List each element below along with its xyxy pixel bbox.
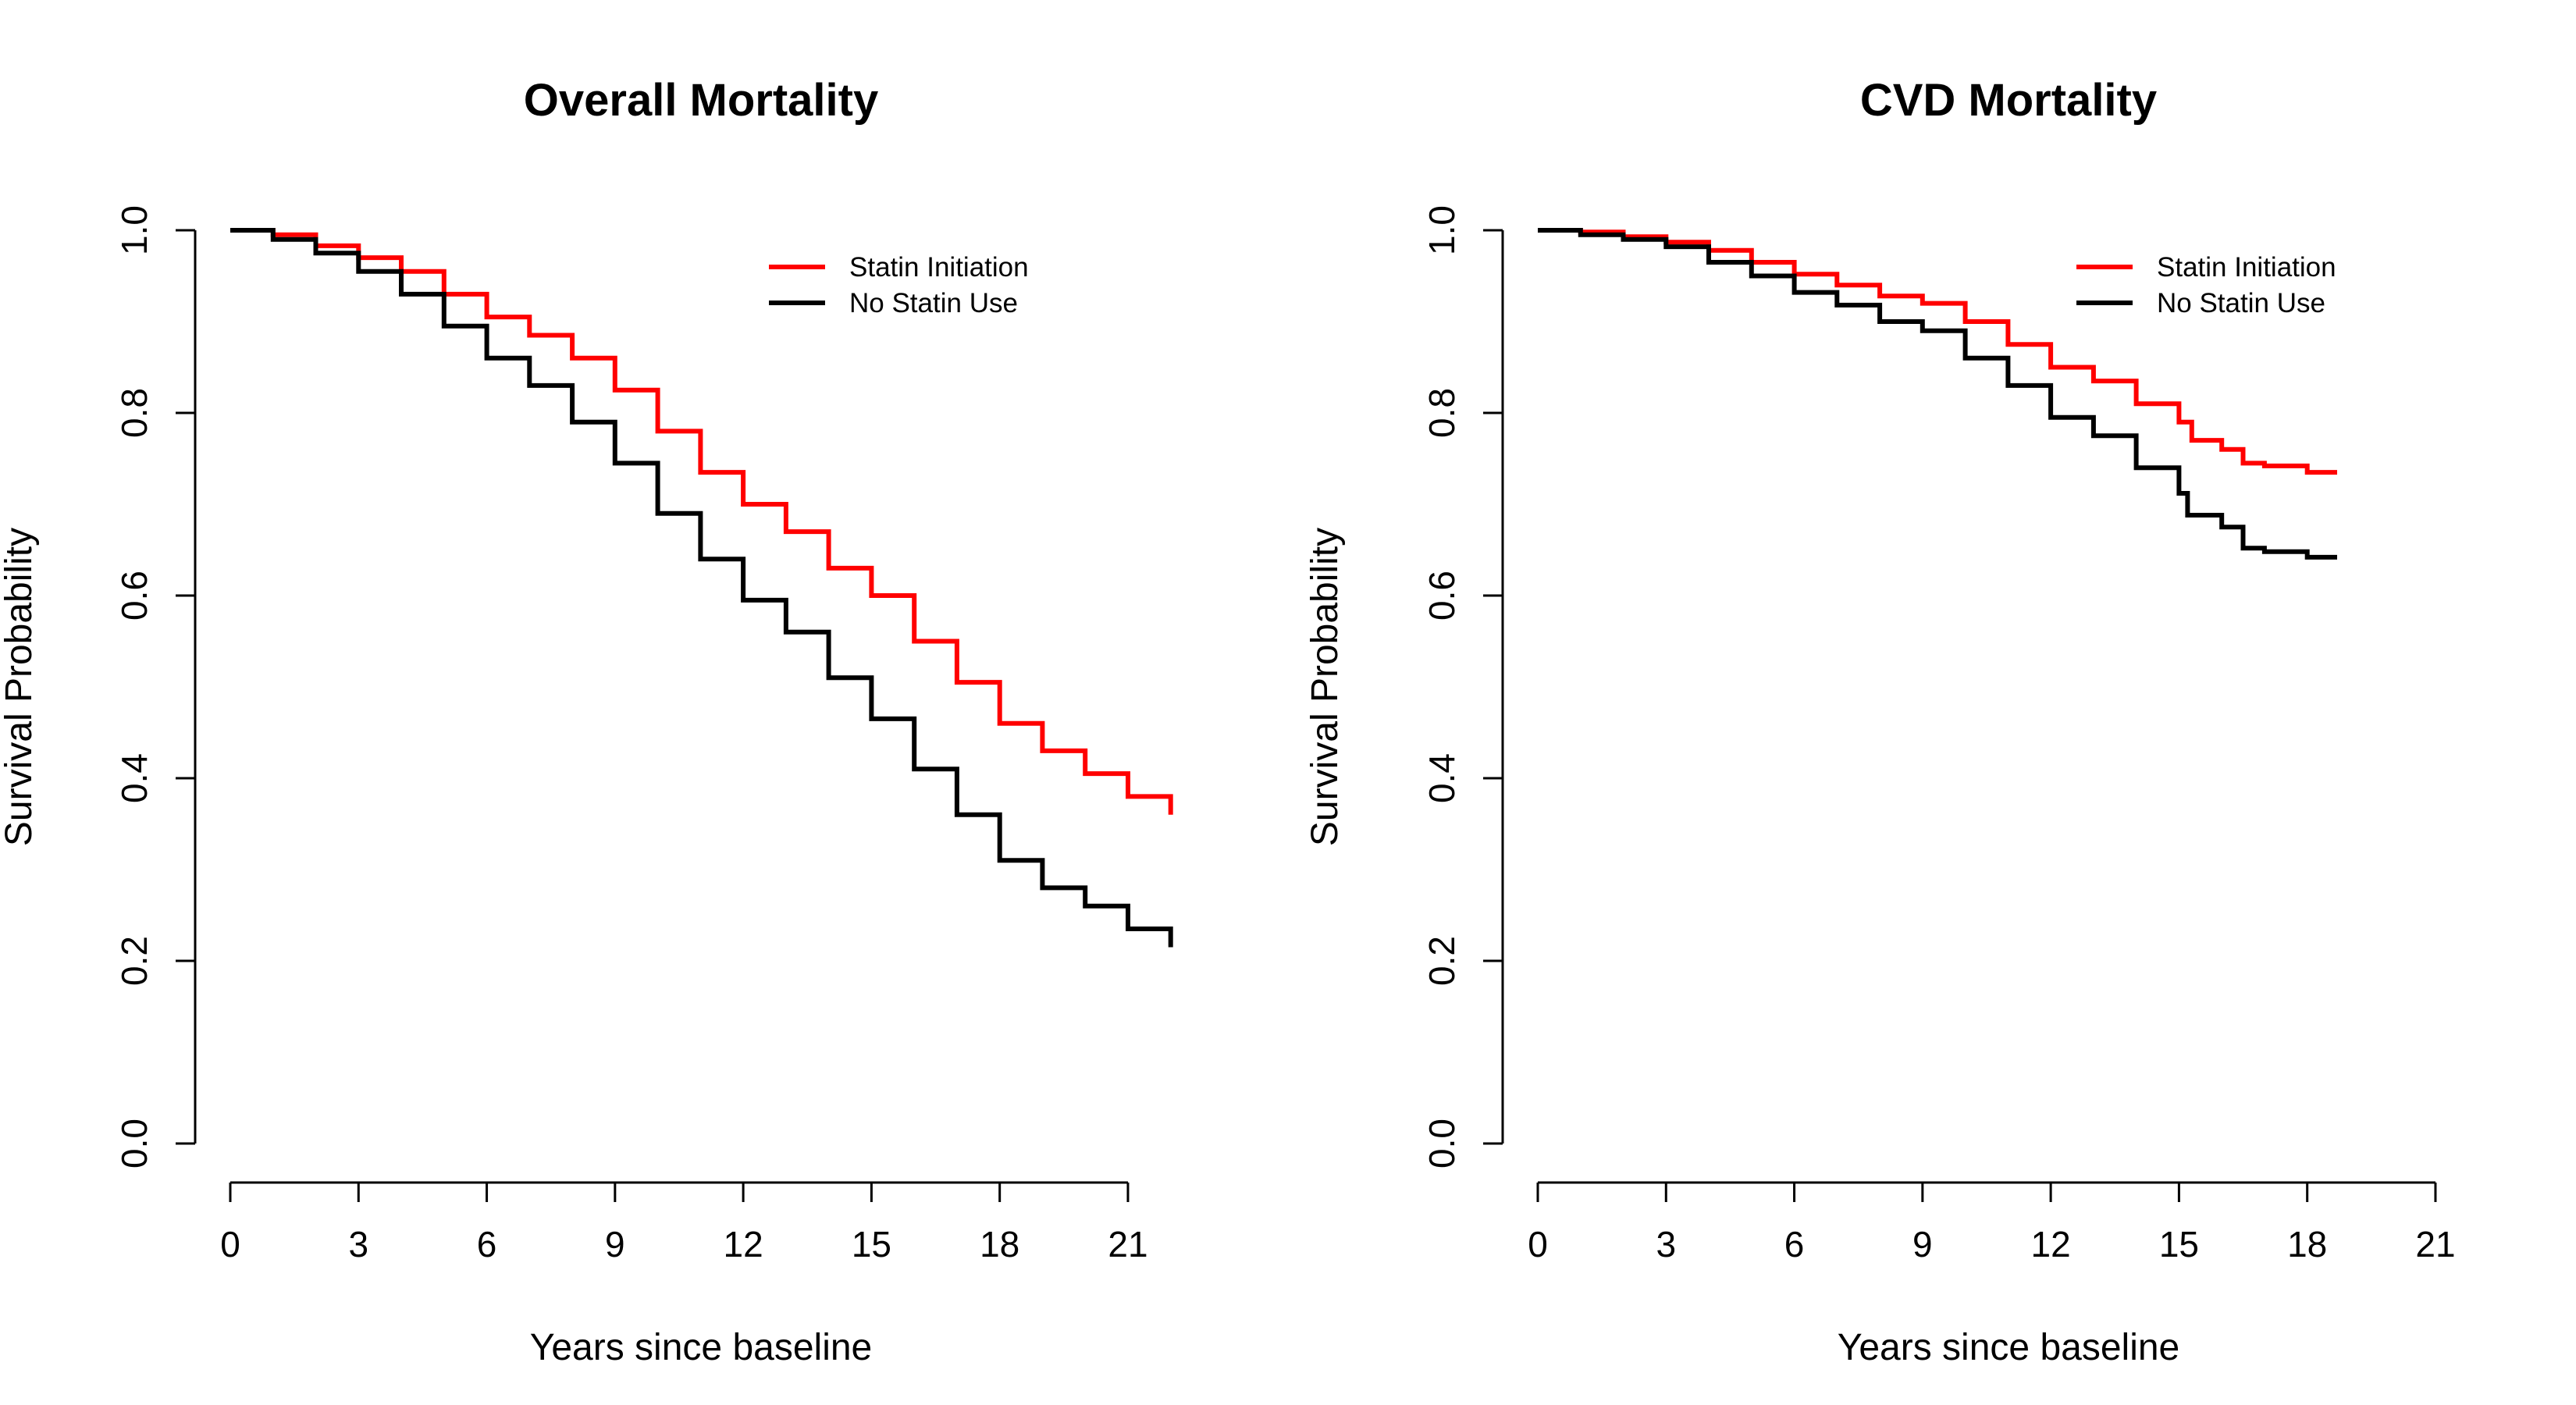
chart-title: Overall Mortality: [524, 75, 878, 126]
overall-mortality-panel: Overall Mortality 0 3 6 9 12 15 18 21 Years since…: [0, 75, 1173, 1368]
y-tick-label: 0.2: [1421, 936, 1462, 986]
x-axis-title: Years since baseline: [530, 1327, 873, 1368]
x-tick-label: 0: [1528, 1224, 1548, 1264]
y-tick-label: 1.0: [1421, 205, 1462, 255]
y-tick-label: 0.8: [114, 388, 155, 438]
x-tick-label: 6: [477, 1224, 497, 1264]
x-tick-label: 0: [220, 1224, 240, 1264]
x-tick-label: 12: [724, 1224, 763, 1264]
y-tick-label: 0.4: [1421, 753, 1462, 803]
y-tick-label: 0.4: [114, 753, 155, 803]
y-tick-label: 0.8: [1421, 388, 1462, 438]
x-tick-label: 9: [605, 1224, 625, 1264]
chart-title: CVD Mortality: [1860, 75, 2157, 126]
legend-label: No Statin Use: [2157, 288, 2325, 318]
x-tick-label: 15: [2159, 1224, 2199, 1264]
x-tick-label: 18: [2287, 1224, 2327, 1264]
y-axis-title: Survival Probability: [1304, 528, 1346, 846]
y-tick-label: 0.0: [114, 1119, 155, 1168]
y-axis-title: Survival Probability: [0, 528, 40, 846]
x-axis-title: Years since baseline: [1838, 1327, 2180, 1368]
legend-label: No Statin Use: [849, 288, 1018, 318]
x-tick-label: 15: [852, 1224, 891, 1264]
y-tick-label: 0.2: [114, 936, 155, 986]
legend-label: Statin Initiation: [849, 252, 1029, 283]
survival-curve-no-statin-use: [230, 228, 1173, 948]
x-tick-label: 3: [1656, 1224, 1676, 1264]
x-tick-label: 18: [980, 1224, 1019, 1264]
y-tick-label: 1.0: [114, 205, 155, 255]
x-tick-label: 12: [2031, 1224, 2071, 1264]
x-tick-label: 3: [348, 1224, 368, 1264]
legend-label: Statin Initiation: [2157, 252, 2336, 283]
x-tick-label: 6: [1784, 1224, 1805, 1264]
y-tick-label: 0.0: [1421, 1119, 1462, 1168]
y-tick-label: 0.6: [114, 571, 155, 621]
survival-curve-no-statin-use: [1538, 228, 2337, 560]
y-tick-label: 0.6: [1421, 571, 1462, 621]
x-tick-label: 21: [1108, 1224, 1147, 1264]
cvd-mortality-panel: CVD Mortality 0 3 6 9 12 15 18 21 Years since bas…: [1304, 75, 2456, 1368]
x-tick-label: 9: [1912, 1224, 1933, 1264]
survival-curve-statin-initiation: [1538, 228, 2337, 475]
x-tick-label: 21: [2415, 1224, 2455, 1264]
survival-curve-statin-initiation: [230, 228, 1173, 815]
